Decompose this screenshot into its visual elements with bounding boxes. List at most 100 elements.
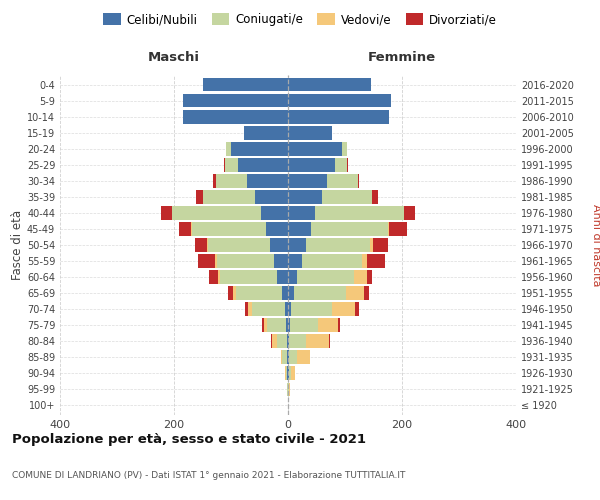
Bar bbox=[306, 334, 329, 348]
Bar bbox=[354, 270, 367, 284]
Bar bbox=[329, 334, 330, 348]
Bar bbox=[288, 382, 289, 396]
Bar bbox=[236, 286, 283, 300]
Text: Femmine: Femmine bbox=[368, 51, 436, 64]
Bar bbox=[161, 206, 172, 220]
Bar bbox=[288, 254, 302, 268]
Bar bbox=[373, 190, 378, 203]
Text: COMUNE DI LANDRIANO (PV) - Dati ISTAT 1° gennaio 2021 - Elaborazione TUTTITALIA.: COMUNE DI LANDRIANO (PV) - Dati ISTAT 1°… bbox=[12, 470, 406, 480]
Bar bbox=[346, 286, 364, 300]
Bar bbox=[283, 286, 288, 300]
Bar bbox=[327, 174, 358, 188]
Bar bbox=[388, 222, 389, 236]
Bar bbox=[220, 270, 277, 284]
Bar bbox=[286, 318, 288, 332]
Bar bbox=[288, 286, 294, 300]
Bar bbox=[287, 350, 288, 364]
Bar bbox=[287, 334, 288, 348]
Bar bbox=[277, 334, 287, 348]
Bar bbox=[251, 302, 284, 316]
Bar bbox=[347, 158, 349, 172]
Bar bbox=[226, 158, 238, 172]
Bar bbox=[218, 270, 220, 284]
Bar bbox=[226, 142, 231, 156]
Bar bbox=[306, 238, 370, 252]
Bar bbox=[214, 174, 215, 188]
Bar bbox=[288, 302, 292, 316]
Bar bbox=[342, 142, 347, 156]
Bar bbox=[194, 238, 207, 252]
Bar bbox=[289, 334, 306, 348]
Bar bbox=[389, 222, 407, 236]
Bar bbox=[272, 334, 277, 348]
Bar bbox=[268, 318, 286, 332]
Bar bbox=[317, 318, 338, 332]
Bar bbox=[260, 206, 288, 220]
Bar bbox=[179, 222, 191, 236]
Bar bbox=[208, 238, 270, 252]
Bar bbox=[288, 222, 311, 236]
Bar bbox=[215, 254, 217, 268]
Bar bbox=[367, 270, 373, 284]
Bar bbox=[245, 302, 248, 316]
Bar bbox=[288, 270, 297, 284]
Bar bbox=[196, 190, 203, 203]
Bar bbox=[288, 318, 290, 332]
Bar bbox=[311, 222, 388, 236]
Bar bbox=[283, 350, 287, 364]
Bar bbox=[224, 158, 226, 172]
Bar bbox=[203, 190, 255, 203]
Bar bbox=[367, 254, 385, 268]
Bar bbox=[277, 270, 288, 284]
Bar bbox=[262, 318, 264, 332]
Bar bbox=[288, 78, 371, 92]
Bar bbox=[192, 222, 266, 236]
Bar bbox=[203, 78, 288, 92]
Bar bbox=[289, 382, 290, 396]
Bar bbox=[233, 286, 236, 300]
Bar bbox=[289, 366, 292, 380]
Bar bbox=[248, 302, 251, 316]
Bar bbox=[292, 302, 332, 316]
Bar bbox=[266, 222, 288, 236]
Bar bbox=[264, 318, 268, 332]
Bar bbox=[288, 142, 342, 156]
Bar bbox=[297, 350, 310, 364]
Bar bbox=[292, 366, 295, 380]
Bar bbox=[182, 94, 288, 108]
Bar bbox=[288, 158, 335, 172]
Bar bbox=[362, 254, 367, 268]
Bar bbox=[172, 206, 260, 220]
Bar bbox=[370, 238, 373, 252]
Bar bbox=[364, 286, 369, 300]
Bar bbox=[238, 158, 288, 172]
Legend: Celibi/Nubili, Coniugati/e, Vedovi/e, Divorziati/e: Celibi/Nubili, Coniugati/e, Vedovi/e, Di… bbox=[98, 8, 502, 31]
Bar bbox=[209, 270, 218, 284]
Bar bbox=[289, 350, 297, 364]
Bar bbox=[294, 286, 346, 300]
Bar bbox=[316, 206, 404, 220]
Bar bbox=[244, 126, 288, 140]
Bar bbox=[338, 318, 340, 332]
Bar bbox=[288, 110, 389, 124]
Bar bbox=[404, 206, 415, 220]
Bar bbox=[322, 190, 373, 203]
Bar bbox=[290, 318, 317, 332]
Bar bbox=[217, 254, 274, 268]
Bar bbox=[271, 334, 272, 348]
Bar bbox=[288, 94, 391, 108]
Bar bbox=[191, 222, 192, 236]
Bar bbox=[373, 238, 388, 252]
Bar bbox=[255, 190, 288, 203]
Bar bbox=[198, 254, 215, 268]
Bar bbox=[270, 238, 288, 252]
Bar bbox=[247, 174, 288, 188]
Bar bbox=[215, 174, 247, 188]
Bar bbox=[288, 206, 316, 220]
Bar bbox=[288, 334, 289, 348]
Y-axis label: Fasce di età: Fasce di età bbox=[11, 210, 24, 280]
Bar bbox=[358, 174, 359, 188]
Y-axis label: Anni di nascita: Anni di nascita bbox=[591, 204, 600, 286]
Bar bbox=[332, 302, 355, 316]
Text: Maschi: Maschi bbox=[148, 51, 200, 64]
